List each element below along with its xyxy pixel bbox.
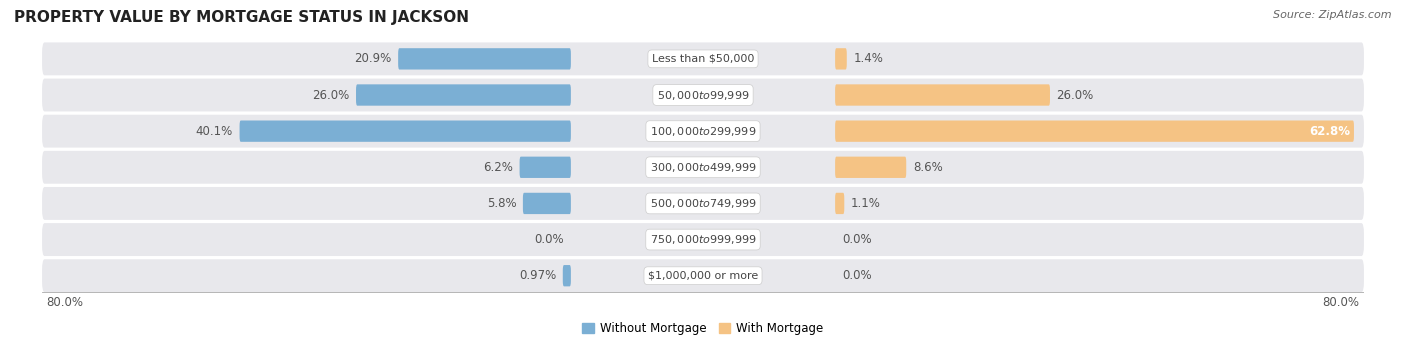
FancyBboxPatch shape	[42, 79, 1364, 112]
Text: 8.6%: 8.6%	[912, 161, 942, 174]
Text: 26.0%: 26.0%	[1056, 88, 1094, 102]
FancyBboxPatch shape	[835, 157, 907, 178]
Text: Source: ZipAtlas.com: Source: ZipAtlas.com	[1274, 10, 1392, 20]
Text: 0.0%: 0.0%	[842, 269, 872, 282]
FancyBboxPatch shape	[42, 42, 1364, 75]
FancyBboxPatch shape	[562, 265, 571, 286]
Text: 0.97%: 0.97%	[519, 269, 557, 282]
FancyBboxPatch shape	[835, 193, 844, 214]
Text: PROPERTY VALUE BY MORTGAGE STATUS IN JACKSON: PROPERTY VALUE BY MORTGAGE STATUS IN JAC…	[14, 10, 470, 25]
Text: Less than $50,000: Less than $50,000	[652, 54, 754, 64]
FancyBboxPatch shape	[42, 259, 1364, 292]
FancyBboxPatch shape	[356, 84, 571, 106]
FancyBboxPatch shape	[42, 151, 1364, 184]
Text: $500,000 to $749,999: $500,000 to $749,999	[650, 197, 756, 210]
FancyBboxPatch shape	[42, 223, 1364, 256]
Text: 26.0%: 26.0%	[312, 88, 350, 102]
FancyBboxPatch shape	[520, 157, 571, 178]
FancyBboxPatch shape	[523, 193, 571, 214]
FancyBboxPatch shape	[835, 84, 1050, 106]
Text: $300,000 to $499,999: $300,000 to $499,999	[650, 161, 756, 174]
Text: $750,000 to $999,999: $750,000 to $999,999	[650, 233, 756, 246]
FancyBboxPatch shape	[239, 120, 571, 142]
Text: 40.1%: 40.1%	[195, 125, 233, 138]
Text: $50,000 to $99,999: $50,000 to $99,999	[657, 88, 749, 102]
Text: 1.1%: 1.1%	[851, 197, 880, 210]
Text: $1,000,000 or more: $1,000,000 or more	[648, 271, 758, 281]
Text: 0.0%: 0.0%	[842, 233, 872, 246]
Text: 0.0%: 0.0%	[534, 233, 564, 246]
Legend: Without Mortgage, With Mortgage: Without Mortgage, With Mortgage	[578, 317, 828, 340]
Text: 1.4%: 1.4%	[853, 52, 883, 65]
FancyBboxPatch shape	[42, 115, 1364, 148]
Text: $100,000 to $299,999: $100,000 to $299,999	[650, 125, 756, 138]
Text: 6.2%: 6.2%	[484, 161, 513, 174]
Text: 62.8%: 62.8%	[1309, 125, 1350, 138]
FancyBboxPatch shape	[42, 187, 1364, 220]
Text: 20.9%: 20.9%	[354, 52, 392, 65]
Text: 5.8%: 5.8%	[486, 197, 516, 210]
FancyBboxPatch shape	[398, 48, 571, 70]
Text: 80.0%: 80.0%	[1323, 296, 1360, 309]
FancyBboxPatch shape	[835, 120, 1354, 142]
Text: 80.0%: 80.0%	[46, 296, 83, 309]
FancyBboxPatch shape	[835, 48, 846, 70]
